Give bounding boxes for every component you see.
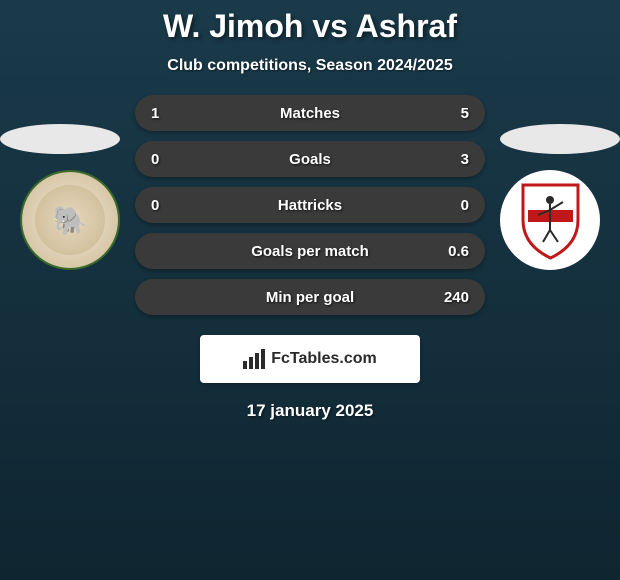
stat-label: Hattricks [278, 197, 342, 214]
stat-row: 1 Matches 5 [135, 95, 485, 131]
stat-right-value: 0.6 [448, 243, 469, 260]
stat-right-value: 0 [461, 197, 469, 214]
stat-row: 0 Hattricks 0 [135, 187, 485, 223]
stat-right-value: 3 [461, 151, 469, 168]
stat-row: Goals per match 0.6 [135, 233, 485, 269]
stat-right-value: 240 [444, 289, 469, 306]
fctables-watermark: FcTables.com [200, 335, 420, 383]
stat-label: Min per goal [266, 289, 354, 306]
stat-left-value: 0 [151, 151, 159, 168]
date-label: 17 january 2025 [0, 401, 620, 421]
player-badge-left [0, 124, 120, 154]
page-title: W. Jimoh vs Ashraf [0, 0, 620, 45]
club-logo-left: 🐘 [20, 170, 120, 270]
bar-chart-icon [243, 349, 265, 369]
stat-left-value: 0 [151, 197, 159, 214]
club-logo-right [500, 170, 600, 270]
stat-left-value: 1 [151, 105, 159, 122]
stat-label: Goals [289, 151, 331, 168]
stat-label: Goals per match [251, 243, 369, 260]
player-badge-right [500, 124, 620, 154]
fctables-label: FcTables.com [271, 350, 377, 368]
stat-row: Min per goal 240 [135, 279, 485, 315]
zamalek-shield-icon [518, 180, 583, 260]
stat-row: 0 Goals 3 [135, 141, 485, 177]
stat-label: Matches [280, 105, 340, 122]
stat-right-value: 5 [461, 105, 469, 122]
elephant-icon: 🐘 [35, 185, 105, 255]
subtitle: Club competitions, Season 2024/2025 [0, 57, 620, 75]
